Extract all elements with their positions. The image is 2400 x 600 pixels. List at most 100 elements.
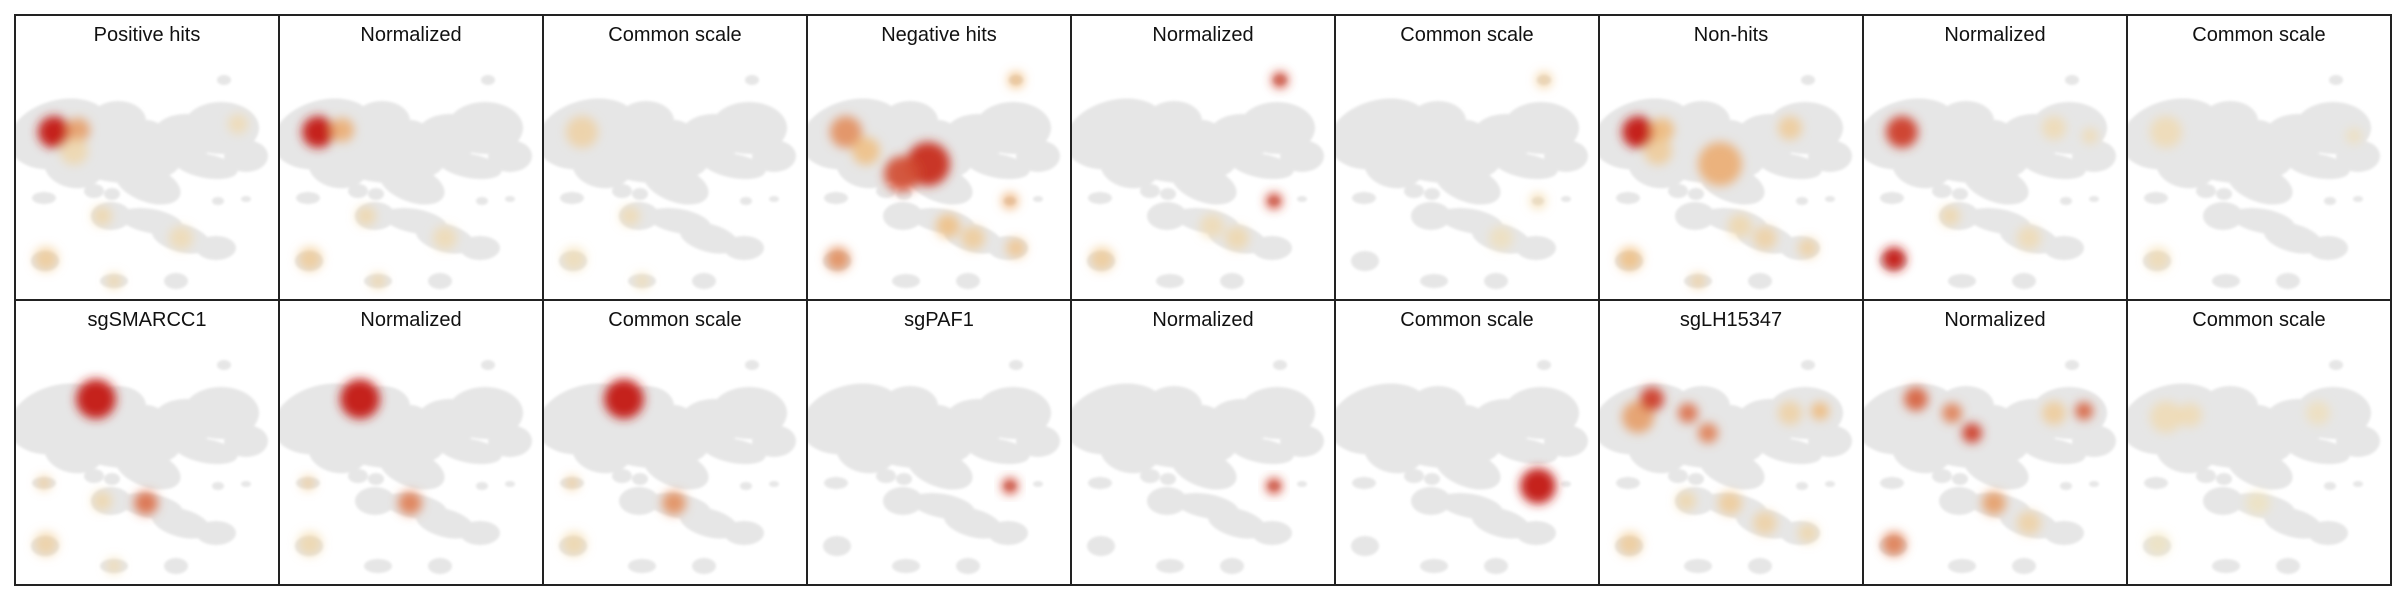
- density-hotspot: [562, 247, 586, 271]
- cell-cluster: [724, 521, 764, 545]
- cell-cluster: [643, 163, 709, 205]
- panel-title: Normalized: [360, 309, 462, 331]
- density-hotspot: [302, 116, 334, 148]
- density-hotspot: [1811, 402, 1829, 420]
- density-hotspot: [1640, 387, 1664, 411]
- density-hotspot: [1904, 387, 1928, 411]
- density-heat: [1520, 468, 1556, 504]
- density-heat: [1618, 116, 1818, 289]
- cell-cluster: [692, 273, 716, 289]
- density-hotspot: [562, 532, 586, 556]
- cell-cluster: [2276, 273, 2300, 289]
- umap-density-plot: [1336, 72, 1588, 289]
- panel-title: Common scale: [1400, 24, 1534, 46]
- density-hotspot: [1200, 214, 1224, 238]
- cell-cluster: [892, 559, 920, 573]
- cell-cluster: [104, 473, 120, 485]
- cell-cluster: [1420, 559, 1448, 573]
- cell-cluster: [1748, 558, 1772, 574]
- density-hotspot: [1886, 116, 1918, 148]
- cell-cluster: [2276, 558, 2300, 574]
- cell-cluster: [1684, 559, 1712, 573]
- cell-cluster: [2329, 75, 2343, 85]
- panel-title: Common scale: [2192, 309, 2326, 331]
- cell-cluster: [1668, 469, 1688, 483]
- density-heat: [2146, 116, 2362, 271]
- cell-cluster: [966, 437, 1030, 465]
- panel-title: Negative hits: [881, 24, 997, 46]
- cell-cluster: [988, 521, 1028, 545]
- cell-cluster: [1699, 448, 1765, 490]
- cell-cluster: [2286, 437, 2350, 465]
- cell-cluster: [679, 222, 739, 254]
- density-hotspot: [1225, 226, 1249, 250]
- cell-cluster: [2336, 140, 2380, 172]
- cell-cluster: [943, 507, 1003, 539]
- umap-density-plot: [1072, 72, 1324, 289]
- cell-cluster: [1280, 140, 1324, 172]
- density-heat: [34, 114, 248, 289]
- density-hotspot: [1272, 72, 1288, 88]
- cell-cluster: [368, 188, 384, 200]
- density-hotspot: [1002, 193, 1018, 209]
- cell-cluster: [174, 152, 238, 180]
- cell-cluster: [481, 75, 495, 85]
- cell-cluster: [632, 473, 648, 485]
- cell-cluster: [438, 152, 502, 180]
- density-hotspot: [330, 118, 354, 142]
- cell-cluster: [2216, 473, 2232, 485]
- cell-cluster: [1808, 425, 1852, 457]
- density-hotspot: [92, 491, 112, 511]
- cell-cluster: [824, 192, 848, 204]
- cell-cluster: [1825, 481, 1835, 487]
- cell-cluster: [1471, 507, 1531, 539]
- cell-cluster: [1808, 140, 1852, 172]
- density-hotspot: [566, 116, 598, 148]
- density-hotspot: [2306, 401, 2330, 425]
- cell-cloud: [1072, 360, 1324, 574]
- cell-cluster: [1484, 558, 1508, 574]
- cell-cluster: [2353, 196, 2363, 202]
- cell-cluster: [956, 273, 980, 289]
- cell-cluster: [1009, 360, 1023, 370]
- cell-cluster: [196, 236, 236, 260]
- density-hotspot: [1002, 478, 1018, 494]
- cell-cluster: [1279, 401, 1315, 425]
- density-hotspot: [1090, 247, 1114, 271]
- cell-cluster: [1297, 481, 1307, 487]
- cell-cluster: [2065, 360, 2079, 370]
- umap-panel: Normalized: [1072, 16, 1336, 301]
- density-hotspot: [961, 226, 985, 250]
- panel-title: Positive hits: [93, 24, 201, 46]
- density-hotspot: [2346, 128, 2362, 144]
- cell-cluster: [2012, 273, 2036, 289]
- cell-cluster: [2196, 184, 2216, 198]
- cell-cluster: [379, 163, 445, 205]
- density-hotspot: [565, 476, 579, 490]
- umap-density-plot: [280, 75, 532, 289]
- umap-density-plot: [16, 360, 268, 574]
- cell-cluster: [2335, 401, 2371, 425]
- umap-panel: sgLH15347: [1600, 301, 1864, 586]
- umap-panel: Common scale: [2128, 16, 2392, 301]
- umap-panel: Positive hits: [16, 16, 280, 301]
- density-hotspot: [1798, 238, 1818, 258]
- density-hotspot: [2042, 116, 2066, 140]
- cell-cluster: [1796, 197, 1808, 205]
- cell-cluster: [956, 558, 980, 574]
- cell-cluster: [84, 469, 104, 483]
- cell-cluster: [769, 196, 779, 202]
- umap-density-plot: [2128, 360, 2380, 574]
- density-hotspot: [2017, 226, 2041, 250]
- cell-cluster: [1801, 360, 1815, 370]
- cell-cluster: [241, 196, 251, 202]
- cell-cluster: [824, 477, 848, 489]
- umap-panel: Common scale: [544, 16, 808, 301]
- cell-cluster: [2022, 152, 2086, 180]
- cell-cluster: [164, 273, 188, 289]
- density-hotspot: [1618, 247, 1642, 271]
- umap-density-plot: [1336, 360, 1588, 574]
- cell-cluster: [692, 558, 716, 574]
- cell-cluster: [1420, 274, 1448, 288]
- cell-cluster: [560, 192, 584, 204]
